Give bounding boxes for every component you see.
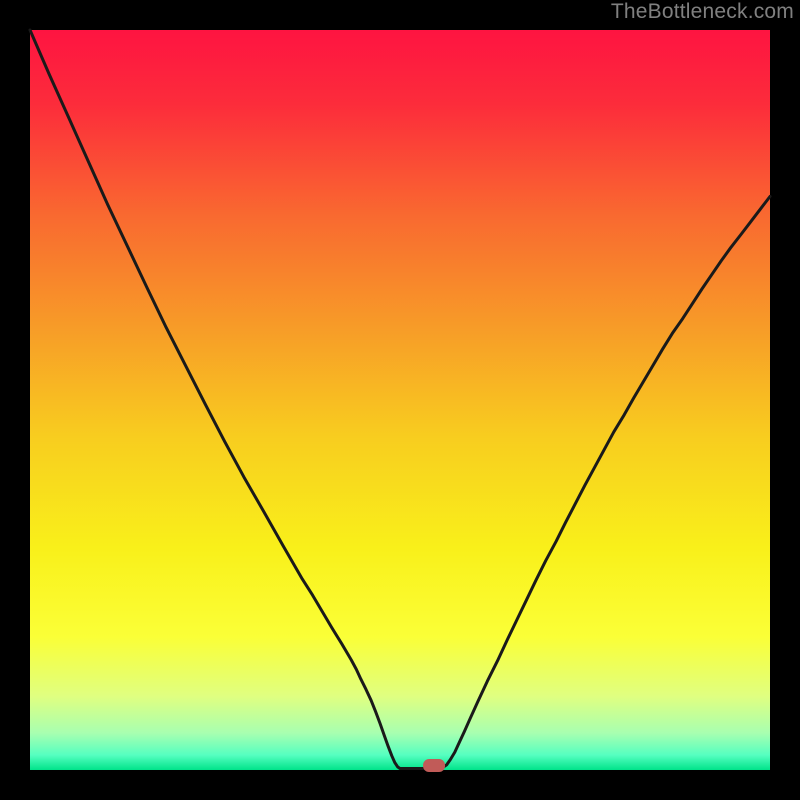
chart-container: TheBottleneck.com xyxy=(0,0,800,800)
plot-background-gradient xyxy=(30,30,770,770)
bottleneck-curve-chart xyxy=(0,0,800,800)
optimal-marker xyxy=(423,759,445,772)
watermark-label: TheBottleneck.com xyxy=(611,0,794,24)
